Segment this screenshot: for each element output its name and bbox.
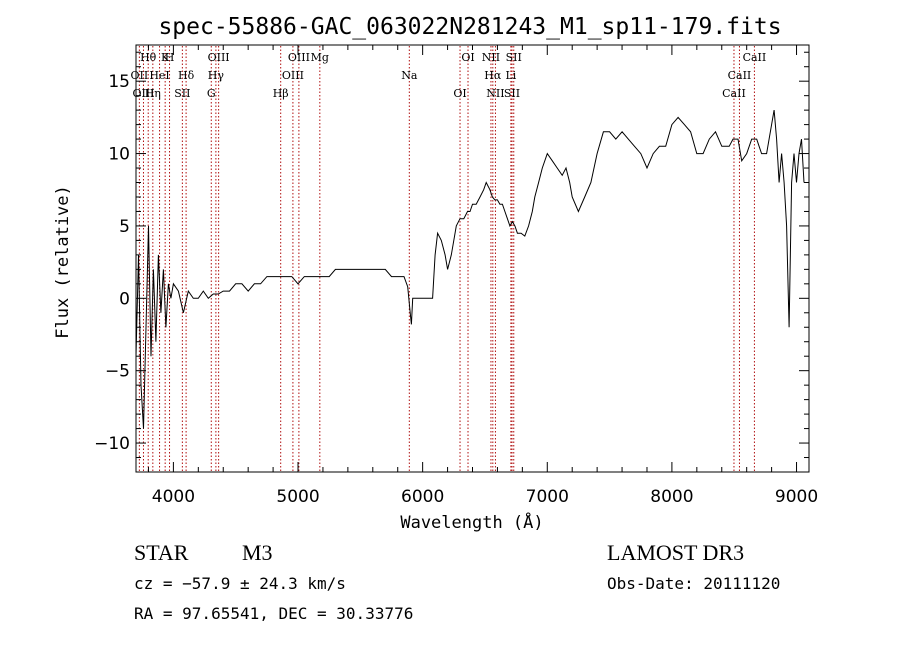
line-label-3: K: [161, 51, 170, 64]
line-label-13: OIII: [282, 69, 304, 82]
line-label-23: NII: [486, 87, 504, 100]
line-label-18: OI: [461, 51, 474, 64]
line-markers: [138, 46, 755, 471]
spectrum-line: [135, 110, 805, 429]
line-label-12: OIII: [288, 51, 310, 64]
object-subclass: M3: [242, 540, 273, 565]
object-class: STAR: [134, 540, 189, 565]
y-tick-label-1: −5: [105, 362, 130, 382]
axis-tick-labels: 4000 5000 6000 7000 8000 9000 −10 −5 0 5 10 15: [94, 72, 818, 507]
line-label-25: CaII: [728, 69, 752, 82]
line-label-0: Hθ: [140, 51, 157, 64]
line-label-26: CaII: [722, 87, 746, 100]
line-label-11: G: [207, 87, 216, 100]
line-label-27: CaII: [743, 51, 767, 64]
y-tick-label-4: 10: [108, 145, 130, 165]
y-axis-label: Flux (relative): [53, 185, 73, 339]
radec-text: RA = 97.65541, DEC = 30.33776: [134, 604, 413, 623]
y-tick-label-3: 5: [119, 217, 130, 237]
x-tick-label-2: 6000: [401, 487, 444, 507]
line-label-7: Hδ: [178, 69, 195, 82]
line-label-5: Hη: [145, 87, 161, 100]
line-labels: Hθ OII OIII K HeI Hη HHδ SII OIII Hγ G OIII OIII Hβ Mg…: [131, 51, 767, 100]
plot-frame: [135, 44, 810, 473]
line-label-2: OIII: [132, 87, 154, 100]
x-tick-label-4: 8000: [650, 487, 693, 507]
line-label-16: Na: [401, 69, 418, 82]
x-tick-label-5: 9000: [775, 487, 818, 507]
line-label-19: Hα: [484, 69, 502, 82]
survey-name: LAMOST DR3: [607, 540, 744, 565]
line-label-10: Hγ: [208, 69, 225, 82]
line-label-15: Mg: [311, 51, 329, 64]
line-label-9: OIII: [208, 51, 230, 64]
x-axis-label: Wavelength (Å): [400, 511, 543, 533]
x-tick-label-3: 7000: [526, 487, 569, 507]
line-label-24: SII: [506, 51, 522, 64]
line-label-4: HeI: [149, 69, 169, 82]
y-tick-label-2: 0: [119, 289, 130, 309]
line-label-22: Li: [505, 69, 516, 82]
line-label-21: NII: [482, 51, 500, 64]
line-label-8: SII: [174, 87, 190, 100]
x-tick-label-0: 4000: [152, 487, 195, 507]
line-label-6: H: [165, 51, 175, 64]
y-tick-label-0: −10: [94, 434, 130, 454]
x-tick-label-1: 5000: [276, 487, 319, 507]
line-label-20: SII: [504, 87, 520, 100]
line-label-17: OI: [453, 87, 466, 100]
y-tick-label-5: 15: [108, 72, 130, 92]
obs-date-text: Obs-Date: 20111120: [607, 574, 780, 593]
redshift-text: cz = −57.9 ± 24.3 km/s: [134, 574, 346, 593]
line-label-1: OII: [131, 69, 149, 82]
axis-ticks: [136, 45, 809, 472]
line-label-14: Hβ: [273, 87, 289, 100]
chart-title: spec-55886-GAC_063022N281243_M1_sp11-179…: [158, 14, 781, 40]
